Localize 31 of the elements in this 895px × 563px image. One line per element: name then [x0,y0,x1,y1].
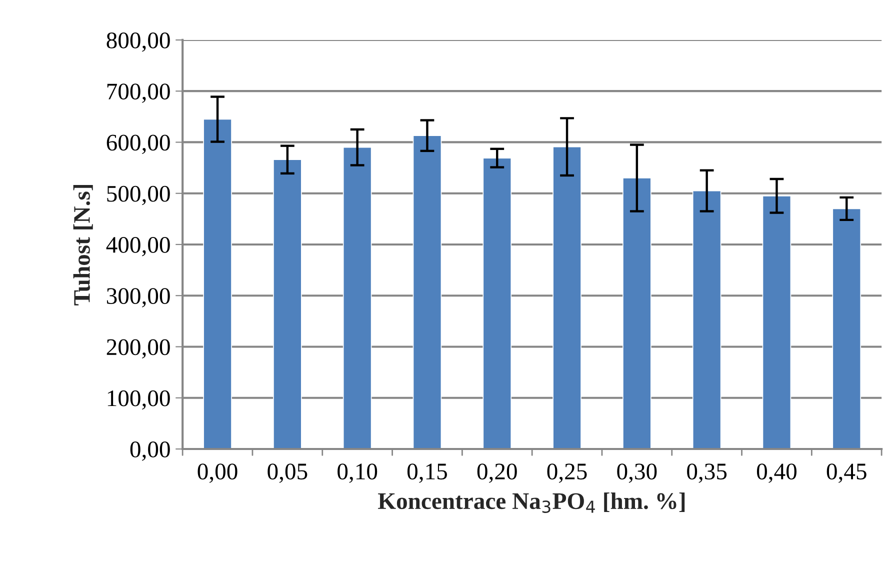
bar [482,158,512,449]
y-tick-label: 0,00 [130,441,170,461]
x-tick-label: 0,45 [826,464,866,483]
bar [832,208,862,449]
y-tick-label: 600,00 [106,134,170,154]
y-tick-label: 100,00 [108,390,170,410]
x-tick-label: 0,05 [268,464,308,483]
bar [622,178,652,449]
bar [552,146,582,449]
x-tick-label: 0,00 [198,464,238,483]
bar [692,190,722,449]
x-tick-label: 0,10 [338,464,378,483]
x-axis-title: Koncentrace Na$_{3}$PO$_{4}$ [hm. %] [378,492,685,513]
y-tick-label: 500,00 [107,186,170,206]
x-tick-label: 0,15 [407,464,447,483]
y-tick-label: 800,00 [106,32,170,52]
y-tick-label: 400,00 [106,236,170,256]
y-tick-label: 700,00 [107,84,170,103]
bar [412,135,442,449]
x-tick-label: 0,20 [477,464,517,483]
bar [762,195,792,449]
bar [273,159,302,449]
x-tick-label: 0,35 [687,464,727,483]
x-tick-label: 0,30 [617,464,657,483]
y-axis-title: Tuhost [N.s] [73,184,93,306]
y-tick-label: 200,00 [106,339,170,359]
bar [342,146,372,449]
bar [203,118,232,449]
x-tick-label: 0,40 [756,464,796,483]
x-tick-label: 0,25 [547,464,587,483]
y-tick-label: 300,00 [106,288,170,308]
